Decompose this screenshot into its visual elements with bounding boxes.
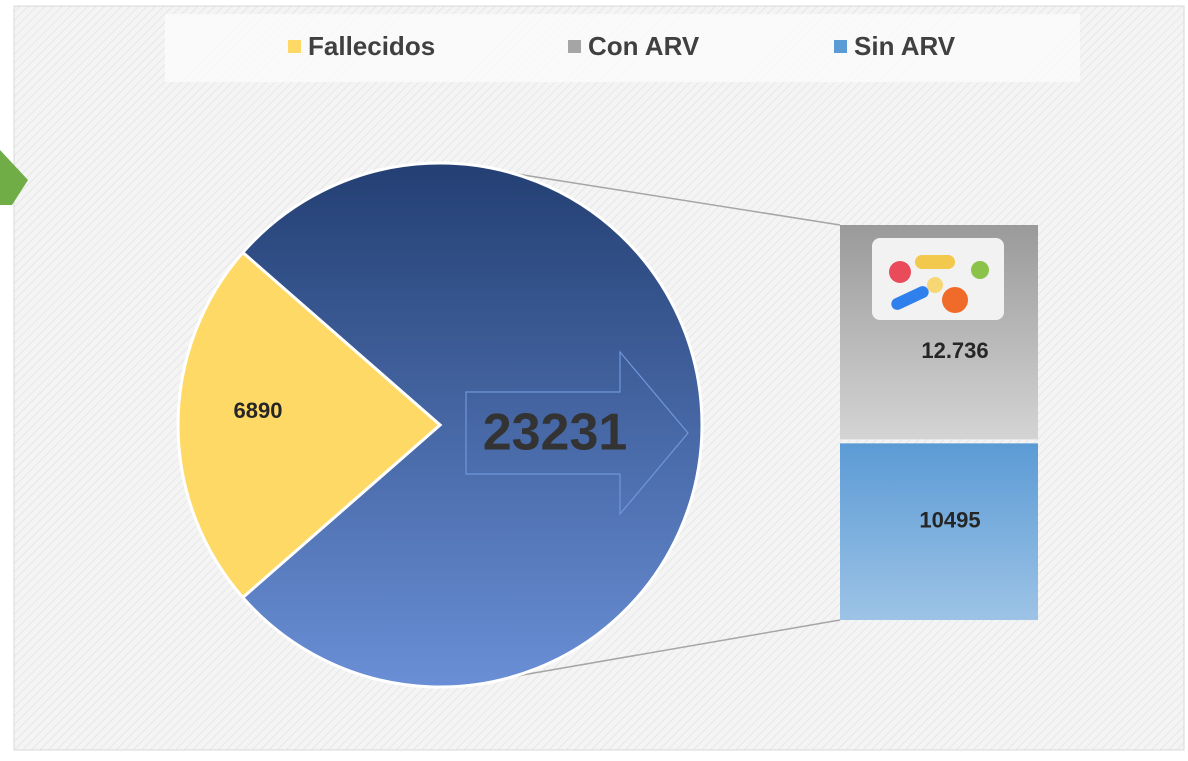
- pie-slice: [176, 250, 443, 600]
- legend-label: Con ARV: [588, 31, 700, 61]
- bar-label: 10495: [919, 507, 980, 532]
- slice-label: 6890: [234, 398, 283, 423]
- legend-label: Fallecidos: [308, 31, 435, 61]
- connector: [512, 619, 841, 678]
- bar-segment: [840, 443, 1038, 620]
- legend-swatch: [568, 40, 581, 53]
- legend-box: [165, 14, 1080, 82]
- legend-swatch: [834, 40, 847, 53]
- connector: [512, 172, 841, 226]
- bar-label: 12.736: [921, 338, 988, 363]
- decor-arrow: [0, 150, 28, 205]
- pills-image: [872, 238, 1004, 320]
- arrow-outline: [465, 350, 689, 516]
- combined-label: 23231: [483, 404, 628, 462]
- legend-swatch: [288, 40, 301, 53]
- legend-label: Sin ARV: [854, 31, 956, 61]
- pie-slice: [240, 161, 704, 689]
